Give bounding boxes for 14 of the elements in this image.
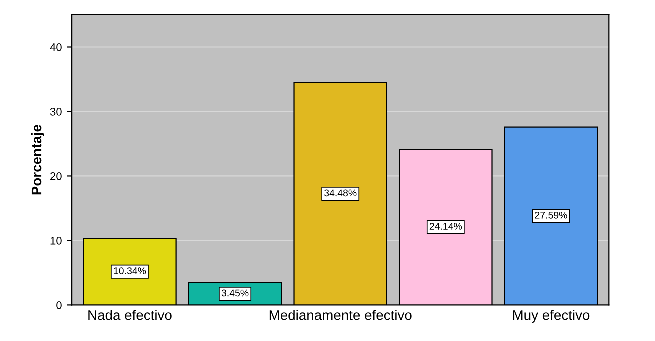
x-tick-label: Muy efectivo [513,310,590,324]
y-tick-label: 0 [56,301,62,310]
data-label: 3.45% [222,290,249,297]
data-label: 10.34% [114,268,146,274]
data-label: 24.14% [430,223,462,230]
y-tick-label: 10 [50,236,62,245]
y-tick-label: 40 [50,44,62,52]
data-label: 27.59% [535,212,568,219]
x-tick-label: Nada efectivo [88,310,172,320]
x-tick-label: Medianamente efectivo [270,310,412,320]
data-label: 34.48% [324,190,357,197]
y-tick-label: 30 [50,108,62,116]
y-axis-title: Porcentaje [31,125,44,195]
y-tick-label: 20 [50,172,62,180]
